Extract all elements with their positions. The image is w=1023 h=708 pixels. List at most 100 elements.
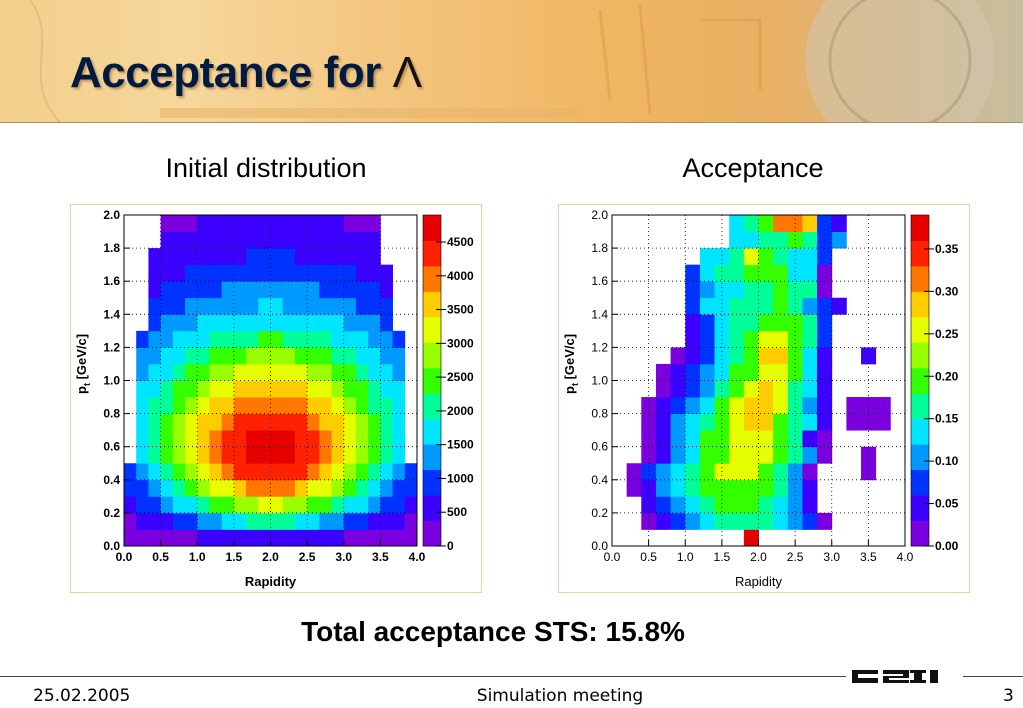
heatmap-cell [368, 512, 381, 530]
heatmap-cell [246, 512, 259, 530]
heatmap-cell [355, 512, 369, 530]
footer-page-number: 3 [1003, 686, 1014, 706]
colorbar-tick-label: 4500 [447, 235, 474, 249]
heatmap-cell [160, 397, 174, 414]
heatmap-cell [185, 463, 198, 481]
heatmap-cell [343, 347, 357, 365]
heatmap-cell [392, 347, 406, 365]
x-tick-label: 1.5 [714, 550, 731, 564]
heatmap-cell [343, 463, 357, 481]
heatmap-cell [380, 397, 393, 414]
heatmap-cell [758, 281, 774, 299]
heatmap-cell [148, 281, 162, 299]
heatmap-cell [185, 512, 198, 530]
heatmap-cell [802, 347, 818, 365]
x-tick-label: 3.0 [335, 550, 352, 564]
heatmap-cell [319, 380, 332, 398]
heatmap-cell [294, 347, 308, 365]
heatmap-cell [817, 231, 833, 249]
y-tick-label: 0.8 [103, 407, 120, 421]
heatmap-cell [714, 264, 730, 282]
heatmap-cell [160, 496, 174, 514]
heatmap-cell [307, 397, 320, 414]
heatmap-cell [282, 363, 296, 381]
heatmap-cell [802, 264, 818, 282]
heatmap-cell [743, 314, 759, 332]
heatmap-cell [355, 529, 369, 547]
heatmap-cell [136, 496, 149, 514]
heatmap-cell [319, 430, 332, 448]
heatmap-cell [714, 397, 730, 414]
heatmap-cell [197, 314, 210, 332]
heatmap-cell [655, 380, 671, 398]
heatmap-cell [148, 397, 162, 414]
y-tick-label: 0.6 [591, 440, 608, 454]
heatmap-cell [197, 463, 210, 481]
heatmap-cell [380, 347, 393, 365]
heatmap-cell [743, 363, 759, 381]
heatmap-cell [743, 413, 759, 431]
colorbar-segment [911, 240, 929, 267]
heatmap-cell [307, 330, 320, 348]
heatmap-cell [282, 463, 296, 481]
heatmap-cell [294, 314, 308, 332]
heatmap-cell [773, 314, 789, 332]
heatmap-cell [160, 529, 174, 547]
heatmap-cell [124, 479, 137, 497]
heatmap-cell [758, 430, 774, 448]
x-tick-label: 0.5 [640, 550, 657, 564]
heatmap-cell [307, 446, 320, 464]
heatmap-cell [743, 248, 759, 266]
y-tick-label: 2.0 [591, 208, 608, 222]
heatmap-cell [655, 413, 671, 431]
colorbar-segment [911, 316, 929, 343]
heatmap-cell [172, 512, 186, 530]
heatmap-cell [319, 347, 332, 365]
heatmap-cell [368, 413, 381, 431]
heatmap-cell [197, 281, 210, 299]
heatmap-cell [185, 479, 198, 497]
heatmap-cell [773, 347, 789, 365]
heatmap-cell [172, 330, 186, 348]
heatmap-cell [258, 463, 271, 481]
heatmap-cell [258, 248, 271, 266]
heatmap-cell [246, 330, 259, 348]
heatmap-cell [282, 430, 296, 448]
heatmap-cell [685, 281, 701, 299]
heatmap-cell [368, 281, 381, 299]
heatmap-cell [209, 413, 223, 431]
heatmap-cell [699, 479, 715, 497]
heatmap-cell [331, 264, 345, 282]
heatmap-cell [172, 281, 186, 299]
colorbar-tick-label: 500 [447, 505, 467, 519]
colorbar-tick-label: 3500 [447, 303, 474, 317]
heatmap-cell [787, 248, 803, 266]
heatmap-cell [380, 479, 393, 497]
heatmap-cell [787, 281, 803, 299]
heatmap-cell [743, 380, 759, 398]
heatmap-cell [641, 413, 657, 431]
heatmap-cell [233, 529, 247, 547]
heatmap-cell [699, 397, 715, 414]
heatmap-cell [185, 314, 198, 332]
heatmap-cell [294, 430, 308, 448]
heatmap-cell [641, 496, 657, 514]
heatmap-cell [380, 446, 393, 464]
heatmap-cell [392, 463, 406, 481]
heatmap-cell [802, 281, 818, 299]
heatmap-cell [380, 314, 393, 332]
heatmap-cell [197, 430, 210, 448]
heatmap-cell [136, 463, 149, 481]
heatmap-cell [729, 380, 745, 398]
heatmap-cell [380, 297, 393, 315]
heatmap-cell [355, 397, 369, 414]
heatmap-cell [380, 430, 393, 448]
heatmap-cell [368, 397, 381, 414]
heatmap-cell [773, 264, 789, 282]
heatmap-cell [246, 363, 259, 381]
heatmap-cell [258, 529, 271, 547]
heatmap-cell [368, 463, 381, 481]
heatmap-cell [160, 281, 174, 299]
heatmap-cell [773, 397, 789, 414]
heatmap-cell [758, 446, 774, 464]
